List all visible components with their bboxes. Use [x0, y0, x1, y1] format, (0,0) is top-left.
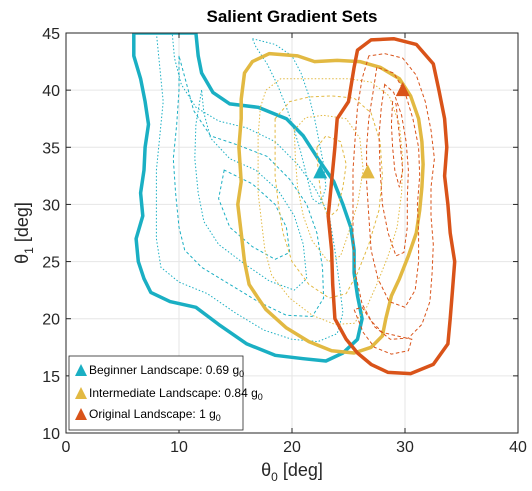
minimum-marker-2 — [395, 82, 410, 97]
contour-series-0 — [132, 33, 364, 363]
legend-label-original: Original Landscape: 1 g0 — [89, 407, 221, 423]
inner-contour-line — [218, 169, 291, 260]
x-axis-label: θ0 [deg] — [261, 460, 323, 484]
salient-set-boundary — [236, 51, 425, 355]
y-axis-label-sub: 1 — [22, 247, 36, 254]
y-tick-label: 10 — [42, 426, 60, 443]
legend-label-original-sub: 0 — [216, 413, 221, 423]
y-tick-label: 35 — [42, 140, 60, 157]
inner-contour-line — [251, 37, 327, 206]
x-tick-label: 20 — [283, 439, 301, 456]
legend-marker-intermediate-icon — [75, 387, 87, 399]
legend-marker-beginner-icon — [75, 364, 87, 376]
minimum-marker-1 — [360, 164, 375, 179]
inner-contour-line — [378, 83, 409, 257]
chart-title: Salient Gradient Sets — [207, 7, 378, 26]
y-tick-label: 45 — [42, 26, 60, 43]
legend: Beginner Landscape: 0.69 g0 Intermediate… — [68, 355, 263, 431]
marker-layer — [313, 82, 410, 179]
y-axis-label-unit: [deg] — [12, 202, 32, 247]
x-axis-label-unit: [deg] — [278, 460, 323, 480]
legend-label-beginner: Beginner Landscape: 0.69 g0 — [89, 363, 244, 379]
inner-contour-line — [274, 95, 383, 299]
x-tick-label: 0 — [62, 439, 71, 456]
y-axis-label: θ1 [deg] — [12, 202, 36, 264]
y-axis-label-main: θ — [12, 254, 32, 264]
salient-set-boundary — [326, 36, 457, 376]
legend-label-intermediate: Intermediate Landscape: 0.84 g0 — [89, 386, 263, 402]
legend-label-intermediate-text: Intermediate Landscape: 0.84 g — [89, 386, 258, 400]
x-tick-label: 40 — [509, 439, 527, 456]
inner-contour-line — [155, 33, 344, 343]
inner-contour-line — [172, 55, 325, 317]
legend-label-intermediate-sub: 0 — [258, 392, 263, 402]
y-tick-label: 30 — [42, 197, 60, 214]
inner-contour-line — [366, 66, 421, 308]
legend-box — [68, 355, 244, 431]
inner-contour-line — [257, 78, 404, 325]
legend-marker-original-icon — [75, 408, 87, 420]
y-tick-label: 15 — [42, 369, 60, 386]
x-axis-label-main: θ — [261, 460, 271, 480]
minimum-marker-0 — [313, 164, 328, 179]
grid-lines — [65, 32, 519, 434]
y-tick-label: 40 — [42, 83, 60, 100]
inner-contour-line — [353, 306, 413, 355]
salient-set-boundary — [132, 33, 364, 363]
x-tick-label: 30 — [396, 439, 414, 456]
x-axis-label-sub: 0 — [271, 470, 278, 484]
inner-contour-line — [293, 114, 364, 263]
legend-label-original-text: Original Landscape: 1 g — [89, 407, 216, 421]
inner-contour-line — [194, 90, 308, 291]
inner-contour-line — [316, 135, 347, 219]
y-tick-label: 20 — [42, 312, 60, 329]
legend-label-beginner-text: Beginner Landscape: 0.69 g — [89, 363, 239, 377]
contour-series-2 — [326, 36, 457, 376]
x-tick-label: 10 — [170, 439, 188, 456]
inner-contour-line — [352, 53, 435, 340]
contour-layer — [132, 33, 457, 376]
legend-label-beginner-sub: 0 — [239, 369, 244, 379]
contour-series-1 — [236, 51, 425, 355]
y-tick-label: 25 — [42, 255, 60, 272]
